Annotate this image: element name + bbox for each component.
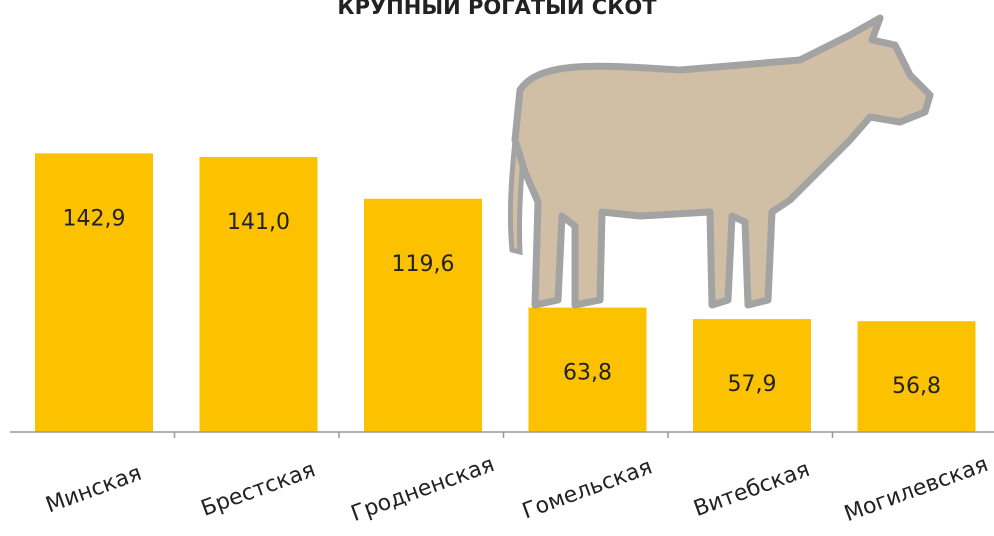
x-tick-label: Гродненская bbox=[348, 452, 498, 527]
value-label: 119,6 bbox=[392, 252, 455, 277]
value-label: 57,9 bbox=[728, 372, 777, 397]
bar bbox=[528, 307, 647, 432]
x-tick-label: Гомельская bbox=[519, 455, 655, 525]
value-label: 56,8 bbox=[892, 374, 941, 399]
cow-illustration bbox=[507, 14, 934, 309]
value-label: 141,0 bbox=[227, 210, 290, 235]
bar bbox=[35, 153, 153, 432]
x-tick-label: Брестская bbox=[198, 457, 319, 521]
value-label: 63,8 bbox=[563, 361, 612, 386]
chart-title: КРУПНЫЙ РОГАТЫЙ СКОТ bbox=[337, 0, 657, 19]
bar bbox=[693, 319, 811, 432]
x-tick-label: Минская bbox=[43, 461, 145, 519]
value-label: 142,9 bbox=[63, 206, 126, 231]
bar bbox=[857, 321, 976, 432]
bar bbox=[199, 157, 318, 433]
bar bbox=[364, 198, 482, 432]
x-tick-label: Витебская bbox=[691, 457, 814, 522]
x-tick-label: Могилевская bbox=[841, 452, 991, 527]
